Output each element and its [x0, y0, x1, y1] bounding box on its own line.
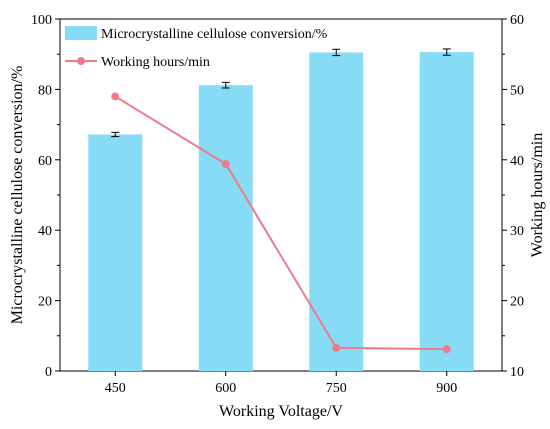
legend-line-label: Working hours/min: [101, 55, 210, 70]
y-left-tick-label: 80: [38, 83, 52, 98]
line-point: [442, 345, 451, 354]
line-series: [111, 92, 451, 354]
axis-ticks: 450 600 750 900 0 20 40 60 80 100 10 20 30 40 50 60: [31, 13, 524, 396]
bar: [419, 52, 474, 371]
bar: [309, 52, 364, 371]
x-tick-label: 900: [436, 381, 457, 396]
x-tick-label: 600: [215, 381, 236, 396]
line-point: [221, 160, 230, 169]
legend-bar-swatch: [65, 26, 97, 40]
x-tick-label: 750: [326, 381, 347, 396]
y-left-tick-label: 20: [38, 295, 52, 310]
bar: [198, 85, 253, 372]
error-bars: [111, 48, 451, 138]
y-axis-left-title: Microcrystalline cellulose conversion/%: [9, 66, 26, 325]
y-right-tick-label: 10: [510, 365, 524, 380]
y-left-tick-label: 40: [38, 224, 52, 239]
y-right-tick-label: 60: [510, 13, 524, 28]
bar: [88, 134, 143, 371]
legend-line-marker: [77, 57, 85, 65]
legend: Microcrystalline cellulose conversion/% …: [65, 26, 328, 70]
line-point: [111, 92, 120, 101]
line-path: [114, 95, 447, 351]
y-right-tick-label: 30: [510, 224, 524, 239]
bar-series: [88, 52, 474, 372]
x-tick-label: 450: [105, 381, 126, 396]
line-point: [332, 343, 341, 352]
y-left-tick-label: 100: [31, 13, 52, 28]
x-axis-title: Working Voltage/V: [219, 403, 343, 420]
y-axis-right-title: Working hours/min: [529, 133, 546, 257]
y-right-tick-label: 20: [510, 295, 524, 310]
y-left-tick-label: 60: [38, 154, 52, 169]
y-left-tick-label: 0: [45, 365, 52, 380]
legend-bar-label: Microcrystalline cellulose conversion/%: [101, 27, 328, 42]
y-right-tick-label: 40: [510, 154, 524, 169]
y-right-tick-label: 50: [510, 83, 524, 98]
